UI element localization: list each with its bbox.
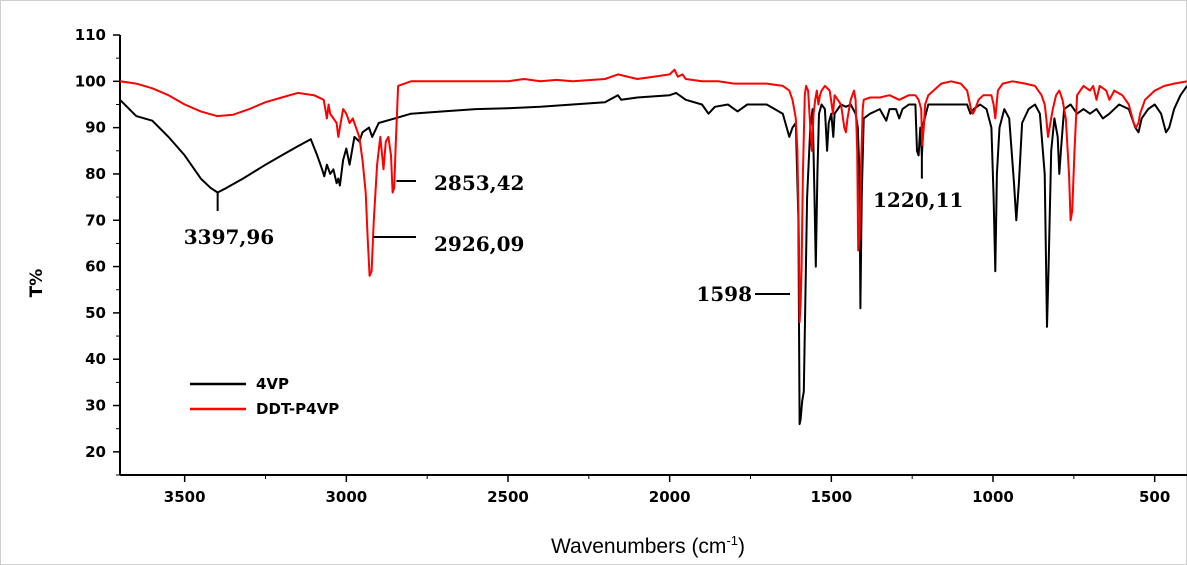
x-tick-label: 3500	[164, 488, 206, 506]
y-tick-label: 30	[85, 397, 106, 415]
annotation-1220: 1220,11	[873, 188, 963, 212]
x-tick-label: 1500	[810, 488, 852, 506]
y-tick-label: 40	[85, 350, 106, 368]
annotation-1598: 1598	[696, 282, 752, 306]
y-tick-label: 70	[85, 211, 106, 229]
annotation-2926: 2926,09	[434, 232, 524, 256]
y-tick-label: 80	[85, 165, 106, 183]
x-axis-title: Wavenumbers (cm-1)	[551, 533, 745, 558]
axes-layer: 20 30 40 50 60 70 80 90 100 110 3500 3000 2500 2000 15…	[75, 26, 1187, 506]
series-line-ddt-p4vp	[119, 68, 1187, 324]
y-tick-label: 60	[85, 258, 106, 276]
y-tick-label: 20	[85, 443, 106, 461]
legend-label-ddt-p4vp: DDT-P4VP	[256, 400, 339, 418]
y-tick-label: 90	[85, 119, 106, 137]
x-tick-label: 3000	[325, 488, 367, 506]
x-tick-label: 2500	[487, 488, 529, 506]
y-tick-label: 110	[75, 26, 106, 44]
x-tick-label: 1000	[972, 488, 1014, 506]
x-tick-label: 2000	[649, 488, 691, 506]
series-layer	[119, 68, 1187, 426]
y-tick-label: 50	[85, 304, 106, 322]
annotation-3397: 3397,96	[184, 225, 274, 249]
annotation-layer: 3397,96 2926,09 2853,42 1598 1220,11	[184, 146, 963, 306]
legend-label-4vp: 4VP	[256, 375, 289, 393]
series-line-4vp	[119, 85, 1187, 426]
x-tick-label: 500	[1139, 488, 1170, 506]
y-axis-title: T%	[27, 269, 47, 298]
annotation-2853: 2853,42	[434, 171, 524, 195]
legend: 4VP DDT-P4VP	[190, 375, 339, 418]
y-tick-label: 100	[75, 72, 106, 90]
